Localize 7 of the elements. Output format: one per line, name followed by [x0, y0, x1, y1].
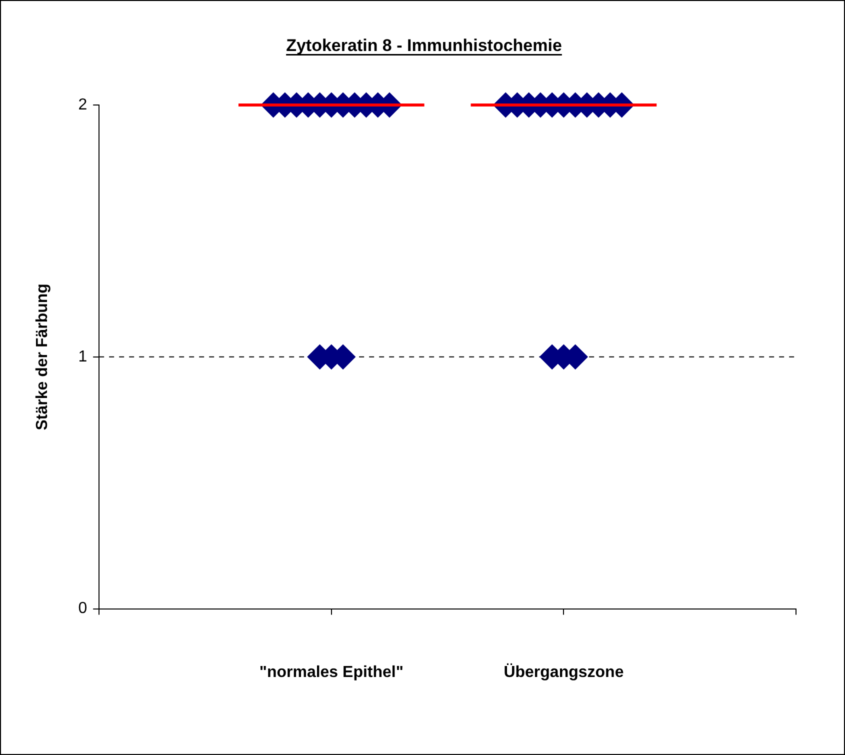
- chart-title: Zytokeratin 8 - Immunhistochemie: [286, 36, 562, 55]
- y-tick-label: 1: [78, 348, 88, 366]
- x-tick-label: Übergangszone: [504, 662, 624, 681]
- x-tick-label: "normales Epithel": [259, 664, 404, 681]
- y-tick-label: 0: [78, 600, 88, 618]
- y-axis-title: Stärke der Färbung: [34, 284, 52, 430]
- y-tick-label: 2: [78, 96, 88, 114]
